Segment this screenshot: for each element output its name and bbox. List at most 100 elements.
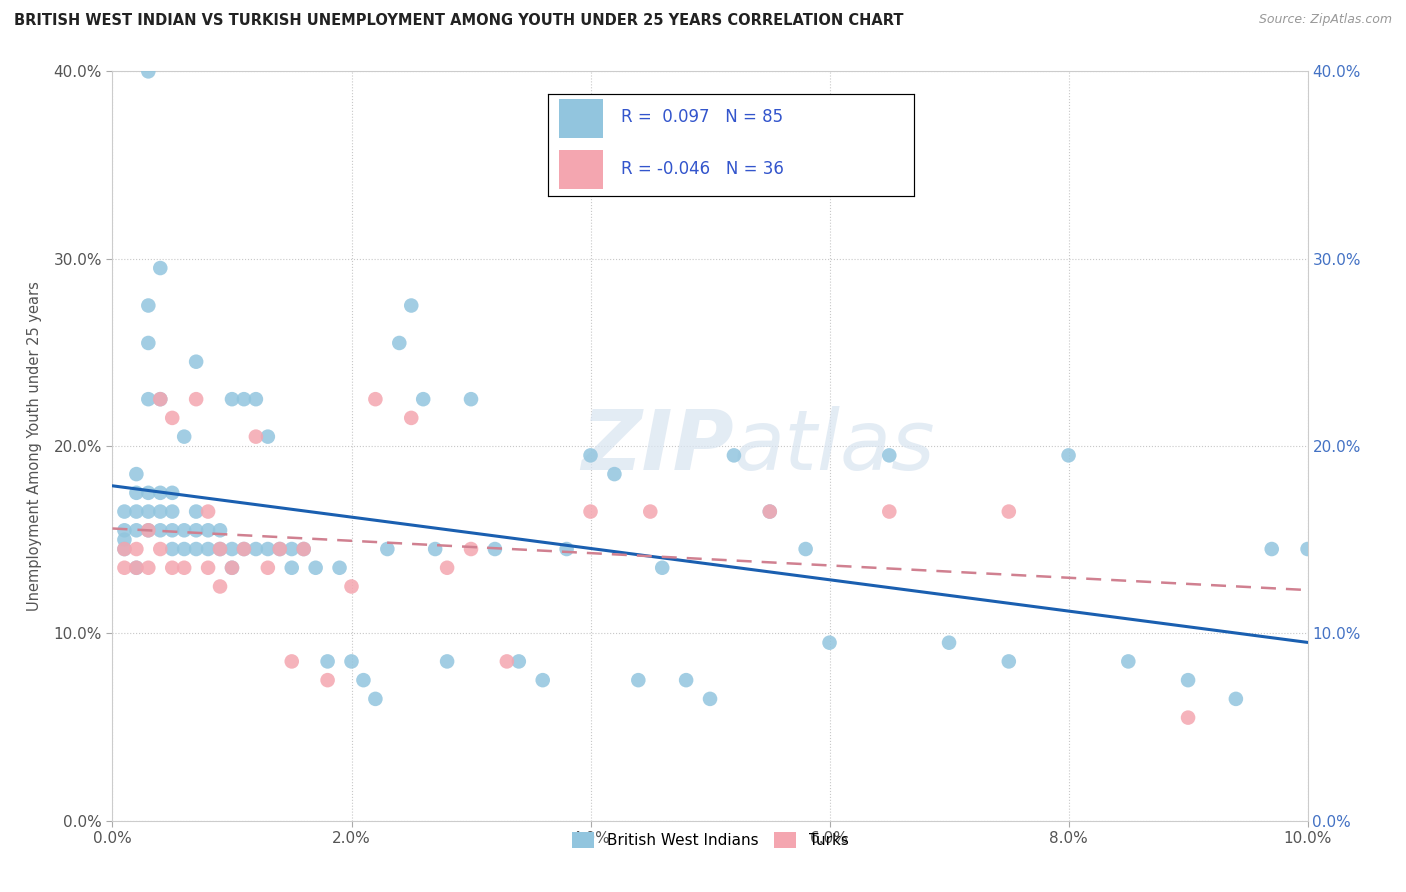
Point bbox=[353, 673, 375, 688]
Point bbox=[388, 336, 411, 351]
Point bbox=[1177, 710, 1199, 724]
Point bbox=[436, 655, 458, 669]
Point bbox=[627, 673, 650, 688]
Point bbox=[149, 392, 172, 407]
Point bbox=[555, 542, 578, 557]
Point bbox=[377, 542, 399, 557]
Point bbox=[484, 542, 506, 557]
Point bbox=[162, 542, 183, 557]
Point bbox=[221, 561, 243, 575]
Point bbox=[1261, 542, 1284, 557]
Point bbox=[209, 542, 232, 557]
Point bbox=[149, 486, 172, 500]
Point bbox=[149, 542, 172, 557]
Point bbox=[125, 467, 148, 482]
Point bbox=[818, 635, 841, 649]
Point bbox=[794, 542, 817, 557]
Y-axis label: Unemployment Among Youth under 25 years: Unemployment Among Youth under 25 years bbox=[28, 281, 42, 611]
Point bbox=[209, 542, 232, 557]
Point bbox=[114, 561, 135, 575]
Point bbox=[162, 561, 183, 575]
Point bbox=[340, 655, 363, 669]
Point bbox=[197, 561, 219, 575]
Point bbox=[759, 505, 782, 519]
Text: atlas: atlas bbox=[734, 406, 935, 486]
Point bbox=[173, 561, 195, 575]
Point bbox=[496, 655, 519, 669]
Point bbox=[221, 542, 243, 557]
Point bbox=[186, 355, 208, 369]
Point bbox=[173, 524, 195, 538]
Point bbox=[579, 449, 602, 463]
Point bbox=[401, 298, 423, 313]
Point bbox=[114, 533, 135, 547]
Point bbox=[340, 580, 363, 594]
Point bbox=[233, 542, 256, 557]
Point bbox=[162, 486, 183, 500]
Point bbox=[233, 542, 256, 557]
Point bbox=[579, 505, 602, 519]
Point bbox=[269, 542, 291, 557]
Point bbox=[412, 392, 434, 407]
Point bbox=[197, 505, 219, 519]
Point bbox=[508, 655, 530, 669]
Point bbox=[1118, 655, 1140, 669]
Point bbox=[114, 542, 135, 557]
Point bbox=[425, 542, 447, 557]
Point bbox=[460, 392, 482, 407]
Text: Source: ZipAtlas.com: Source: ZipAtlas.com bbox=[1258, 13, 1392, 27]
Point bbox=[1057, 449, 1080, 463]
Point bbox=[221, 392, 243, 407]
Point bbox=[257, 430, 280, 444]
Point bbox=[186, 542, 208, 557]
Point bbox=[998, 655, 1021, 669]
Point bbox=[125, 486, 148, 500]
Point bbox=[138, 64, 160, 78]
Point bbox=[197, 524, 219, 538]
Point bbox=[197, 542, 219, 557]
Point bbox=[675, 673, 697, 688]
Point bbox=[640, 505, 662, 519]
Point bbox=[245, 430, 267, 444]
Point bbox=[998, 505, 1021, 519]
Point bbox=[138, 505, 160, 519]
Point bbox=[879, 449, 901, 463]
Point bbox=[292, 542, 315, 557]
Point bbox=[149, 505, 172, 519]
Point bbox=[125, 561, 148, 575]
Point bbox=[269, 542, 291, 557]
Point bbox=[114, 542, 135, 557]
Point bbox=[245, 392, 267, 407]
Point bbox=[138, 486, 160, 500]
Point bbox=[460, 542, 482, 557]
Point bbox=[245, 542, 267, 557]
Point bbox=[138, 336, 160, 351]
Point bbox=[531, 673, 554, 688]
Point bbox=[186, 392, 208, 407]
Point bbox=[305, 561, 328, 575]
Point bbox=[162, 411, 183, 425]
Point bbox=[281, 655, 304, 669]
Point bbox=[138, 298, 160, 313]
Text: BRITISH WEST INDIAN VS TURKISH UNEMPLOYMENT AMONG YOUTH UNDER 25 YEARS CORRELATI: BRITISH WEST INDIAN VS TURKISH UNEMPLOYM… bbox=[14, 13, 904, 29]
Point bbox=[1225, 692, 1247, 706]
Point bbox=[401, 411, 423, 425]
Point bbox=[173, 542, 195, 557]
Point bbox=[162, 524, 183, 538]
Point bbox=[114, 505, 135, 519]
Point bbox=[125, 542, 148, 557]
Point bbox=[257, 561, 280, 575]
Point bbox=[125, 561, 148, 575]
Point bbox=[138, 524, 160, 538]
Point bbox=[938, 635, 960, 649]
Point bbox=[759, 505, 782, 519]
Point bbox=[186, 524, 208, 538]
Point bbox=[723, 449, 745, 463]
Point bbox=[114, 524, 135, 538]
Legend: British West Indians, Turks: British West Indians, Turks bbox=[565, 826, 855, 855]
Point bbox=[364, 692, 387, 706]
Point bbox=[436, 561, 458, 575]
Point bbox=[149, 392, 172, 407]
Point bbox=[138, 392, 160, 407]
Point bbox=[125, 505, 148, 519]
